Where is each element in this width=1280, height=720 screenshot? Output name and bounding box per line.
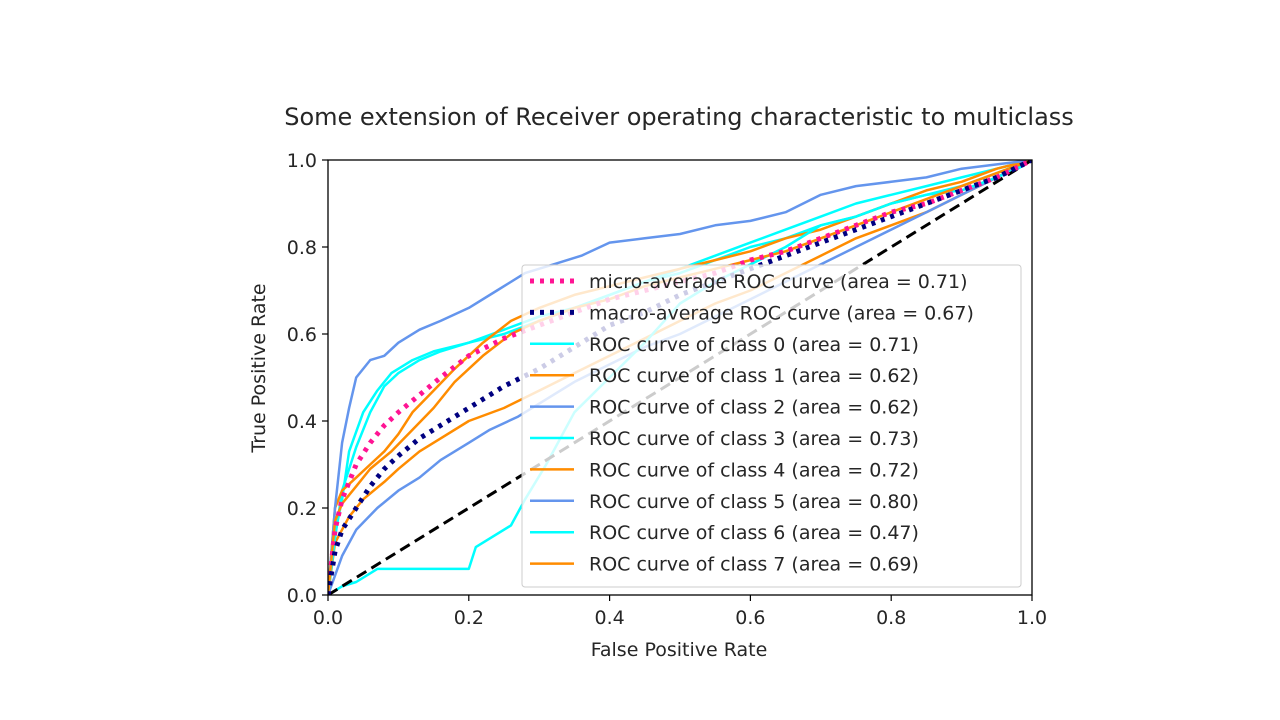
plot-frame [327, 159, 1033, 596]
legend: micro-average ROC curve (area = 0.71) mac… [521, 264, 1022, 588]
x-axis-label: False Positive Rate [591, 639, 768, 661]
legend-entry-label: ROC curve of class 5 (area = 0.80) [589, 491, 919, 513]
y-tick-label: 0.6 [287, 324, 317, 346]
legend-box [521, 264, 1022, 588]
legend-entry-label: ROC curve of class 3 (area = 0.73) [589, 428, 919, 450]
legend-entry-label: ROC curve of class 4 (area = 0.72) [589, 459, 919, 481]
y-axis-label: True Positive Rate [248, 283, 270, 453]
chart-title: Some extension of Receiver operating cha… [284, 103, 1074, 131]
series-line-1 [328, 160, 1032, 595]
legend-entry-label: ROC curve of class 6 (area = 0.47) [589, 522, 919, 544]
series-line-0 [328, 160, 1032, 595]
series-line-7 [328, 160, 1032, 595]
legend-entry-label: ROC curve of class 1 (area = 0.62) [589, 365, 919, 387]
x-tick-label: 0.0 [313, 607, 343, 629]
x-tick-label: 0.2 [454, 607, 484, 629]
x-tick-label: 0.6 [735, 607, 765, 629]
legend-entry-label: ROC curve of class 0 (area = 0.71) [589, 334, 919, 356]
axes: 0.0 0.2 0.4 0.6 0.8 1.0 0.0 0.2 0.4 0.6 0.8 1.0 [287, 150, 1047, 629]
y-tick-label: 0.8 [287, 237, 317, 259]
legend-entry-label: macro-average ROC curve (area = 0.67) [589, 302, 974, 324]
legend-entry-label: ROC curve of class 2 (area = 0.62) [589, 397, 919, 419]
x-tick-label: 0.4 [594, 607, 624, 629]
y-tick-label: 0.2 [287, 498, 317, 520]
legend-entry-label: micro-average ROC curve (area = 0.71) [589, 271, 968, 293]
x-tick-label: 0.8 [876, 607, 906, 629]
y-tick-label: 1.0 [287, 150, 317, 172]
legend-entry-label: ROC curve of class 7 (area = 0.69) [589, 554, 919, 576]
x-tick-label: 1.0 [1017, 607, 1047, 629]
y-tick-label: 0.0 [287, 585, 317, 607]
y-tick-label: 0.4 [287, 411, 317, 433]
